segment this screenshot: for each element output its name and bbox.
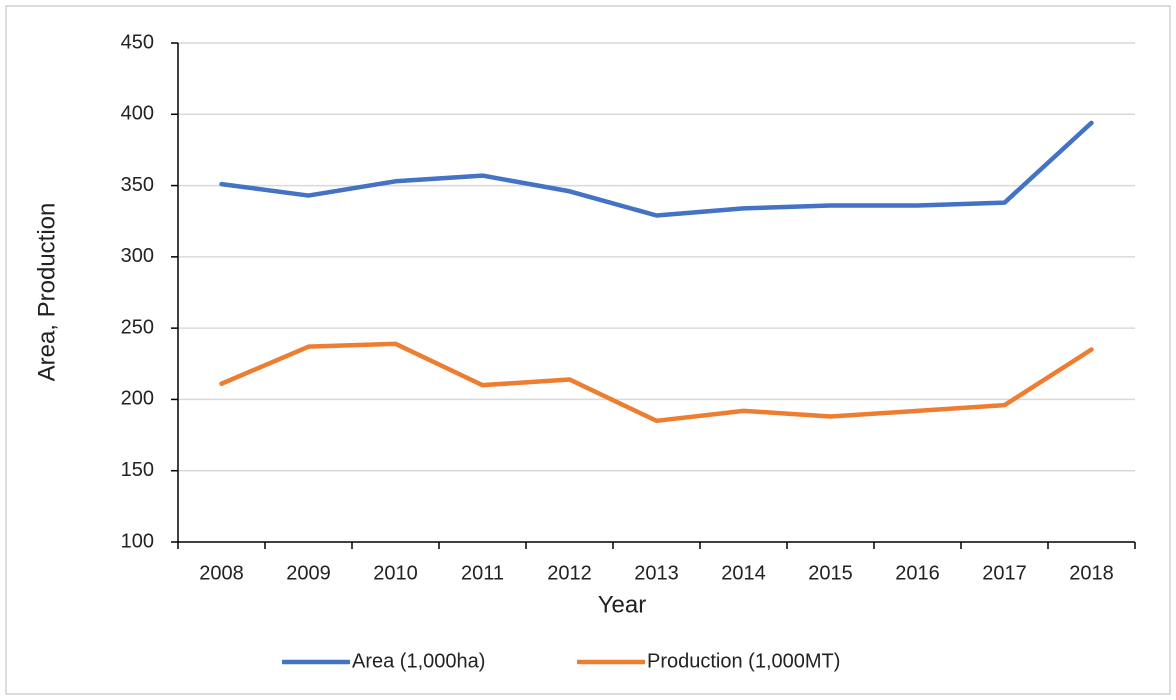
legend-label: Area (1,000ha) <box>352 650 485 672</box>
y-tick-label: 200 <box>121 388 154 410</box>
y-tick-label: 450 <box>121 31 154 53</box>
series-line <box>219 341 1094 424</box>
y-tick-label: 250 <box>121 316 154 338</box>
x-tick-label: 2010 <box>373 562 418 584</box>
x-tick-label: 2011 <box>461 562 504 584</box>
y-tick-label: 350 <box>121 174 154 196</box>
x-tick-label: 2012 <box>547 562 592 584</box>
chart-frame <box>5 5 1171 695</box>
y-axis-label: Area, Production <box>33 203 60 382</box>
legend-label: Production (1,000MT) <box>647 650 840 672</box>
y-tick-label: 100 <box>121 530 154 552</box>
x-tick-label: 2013 <box>634 562 679 584</box>
series-line <box>219 120 1094 218</box>
x-tick-label: 2014 <box>721 562 766 584</box>
x-axis-label: Year <box>598 591 647 618</box>
x-tick-label: 2015 <box>808 562 853 584</box>
y-tick-label: 400 <box>121 103 154 125</box>
x-tick-label: 2018 <box>1069 562 1114 584</box>
x-tick-label: 2008 <box>199 562 244 584</box>
y-tick-label: 300 <box>121 245 154 267</box>
x-tick-label: 2017 <box>982 562 1027 584</box>
y-tick-label: 150 <box>121 459 154 481</box>
x-tick-label: 2016 <box>895 562 940 584</box>
x-tick-label: 2009 <box>286 562 331 584</box>
